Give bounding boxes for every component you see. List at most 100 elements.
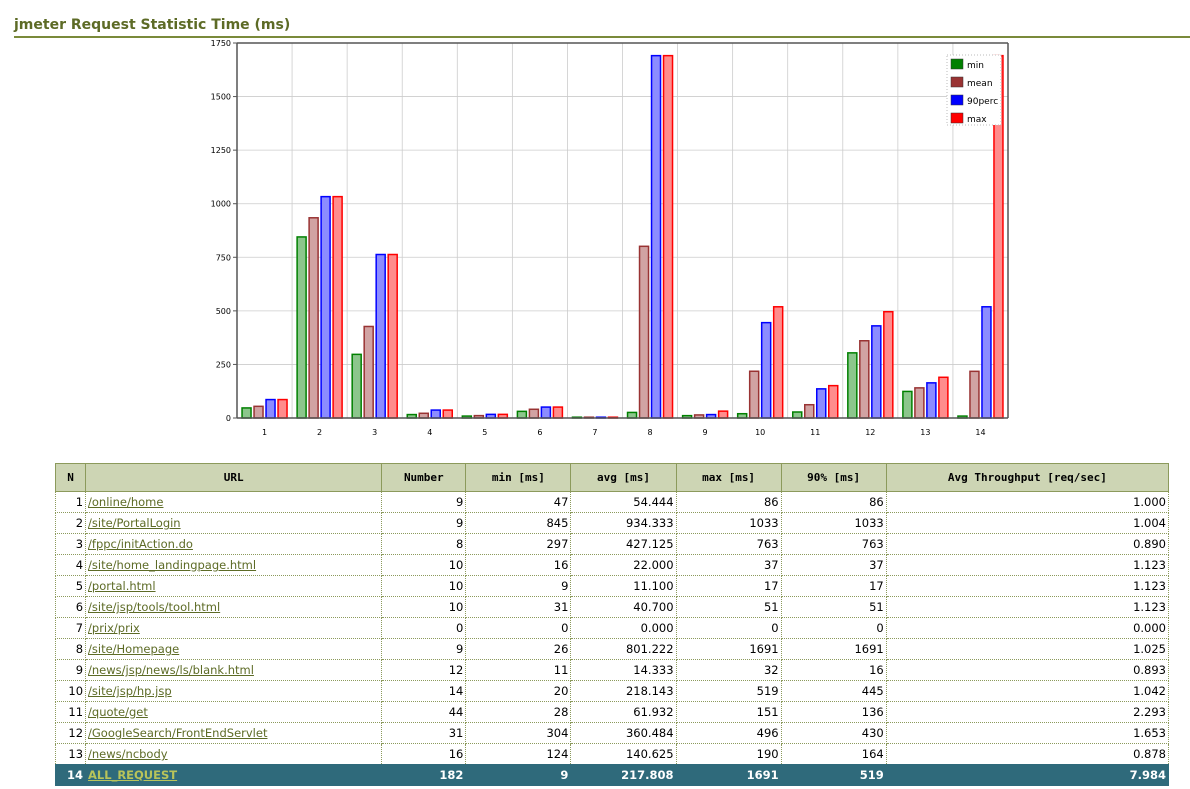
url-link[interactable]: /news/ncbody	[88, 747, 168, 761]
x-tick-label: 1	[262, 428, 267, 437]
cell-avg: 54.444	[570, 491, 677, 513]
column-header: Number	[381, 463, 467, 492]
cell-number: 31	[381, 722, 467, 744]
cell-max: 32	[675, 659, 782, 681]
url-link[interactable]: /fppc/initAction.do	[88, 537, 193, 551]
bar-90perc-2	[320, 195, 331, 419]
cell-n: 11	[54, 701, 87, 723]
y-tick-label: 1000	[211, 200, 231, 209]
cell-perc90: 17	[780, 575, 887, 597]
column-header: avg [ms]	[570, 463, 677, 492]
bar-90perc-4	[430, 409, 441, 419]
total-row: 14 ALL_REQUEST 182 9 217.808 1691 519 7.984	[54, 764, 1170, 786]
cell-min: 26	[465, 638, 572, 660]
cell-throughput: 7.984	[885, 764, 1170, 786]
bar-mean-1	[253, 405, 264, 419]
bar-min-12	[847, 352, 858, 419]
y-tick-label: 750	[216, 253, 231, 262]
x-tick-label: 12	[865, 428, 875, 437]
cell-perc90: 136	[780, 701, 887, 723]
x-tick-label: 2	[317, 428, 322, 437]
url-cell: /quote/get	[85, 701, 383, 723]
url-link[interactable]: ALL_REQUEST	[88, 768, 178, 782]
bar-min-6	[516, 410, 528, 419]
table-row: 6/site/jsp/tools/tool.html 10 31 40.700 51 51…	[54, 596, 1170, 618]
bar-max-12	[883, 310, 894, 419]
cell-throughput: 1.042	[885, 680, 1170, 702]
table-row: 5/portal.html 10 9 11.100 17 17 1.123	[54, 575, 1170, 597]
url-cell: /fppc/initAction.do	[85, 533, 383, 555]
cell-n: 2	[54, 512, 87, 534]
cell-number: 10	[381, 554, 467, 576]
cell-avg: 217.808	[570, 764, 677, 786]
cell-avg: 14.333	[570, 659, 677, 681]
cell-max: 86	[675, 491, 782, 513]
url-link[interactable]: /online/home	[88, 495, 164, 509]
url-link[interactable]: /site/PortalLogin	[88, 516, 181, 530]
cell-n: 3	[54, 533, 87, 555]
cell-number: 14	[381, 680, 467, 702]
cell-max: 1033	[675, 512, 782, 534]
url-link[interactable]: /prix/prix	[88, 621, 140, 635]
bar-mean-13	[914, 387, 925, 419]
legend-label: min	[967, 61, 984, 71]
bar-mean-3	[363, 325, 374, 419]
bar-max-10	[772, 306, 784, 419]
bar-90perc-14	[981, 306, 992, 419]
bar-min-1	[241, 407, 252, 419]
cell-throughput: 0.000	[885, 617, 1170, 639]
legend-swatch	[950, 112, 964, 124]
cell-number: 9	[381, 512, 467, 534]
cell-min: 20	[465, 680, 572, 702]
bar-mean-10	[748, 370, 760, 419]
bar-max-6	[552, 406, 564, 419]
url-link[interactable]: /site/jsp/tools/tool.html	[88, 600, 221, 614]
table-row: 8/site/Homepage 9 26 801.222 1691 1691 1.025	[54, 638, 1170, 660]
url-link[interactable]: /site/Homepage	[88, 642, 180, 656]
url-link[interactable]: /news/jsp/news/ls/blank.html	[88, 663, 254, 677]
url-link[interactable]: /site/jsp/hp.jsp	[88, 684, 172, 698]
cell-throughput: 1.000	[885, 491, 1170, 513]
cell-n: 1	[54, 491, 87, 513]
url-link[interactable]: /site/home_landingpage.html	[88, 558, 257, 572]
cell-perc90: 0	[780, 617, 887, 639]
cell-perc90: 445	[780, 680, 887, 702]
cell-number: 8	[381, 533, 467, 555]
url-cell: /site/PortalLogin	[85, 512, 383, 534]
cell-number: 16	[381, 743, 467, 765]
cell-max: 190	[675, 743, 782, 765]
cell-perc90: 16	[780, 659, 887, 681]
cell-throughput: 2.293	[885, 701, 1170, 723]
statistics-table: N URL Number min [ms] avg [ms] max [ms] 90% [m…	[54, 463, 1170, 786]
table-row: 12/GoogleSearch/FrontEndServlet 31 304 360.…	[54, 722, 1170, 744]
cell-max: 0	[675, 617, 782, 639]
legend-item-max: max	[950, 112, 987, 125]
cell-n: 10	[54, 680, 87, 702]
bar-max-2	[332, 195, 343, 419]
url-link[interactable]: /portal.html	[88, 579, 156, 593]
table-row: 11/quote/get 44 28 61.932 151 136 2.293	[54, 701, 1170, 723]
url-cell: /news/jsp/news/ls/blank.html	[85, 659, 383, 681]
url-link[interactable]: /quote/get	[88, 705, 148, 719]
bar-mean-11	[804, 403, 815, 419]
x-tick-label: 5	[482, 428, 487, 437]
bar-mean-2	[308, 217, 319, 419]
cell-avg: 934.333	[570, 512, 677, 534]
cell-perc90: 1691	[780, 638, 887, 660]
cell-avg: 61.932	[570, 701, 677, 723]
bar-90perc-6	[540, 406, 552, 419]
url-cell: /site/Homepage	[85, 638, 383, 660]
cell-n: 8	[54, 638, 87, 660]
x-tick-label: 7	[592, 428, 597, 437]
bar-max-11	[828, 384, 839, 419]
url-link[interactable]: /GoogleSearch/FrontEndServlet	[88, 726, 268, 740]
cell-min: 31	[465, 596, 572, 618]
bar-max-3	[387, 253, 398, 419]
cell-perc90: 86	[780, 491, 887, 513]
cell-number: 44	[381, 701, 467, 723]
cell-throughput: 0.878	[885, 743, 1170, 765]
bar-90perc-1	[265, 398, 276, 419]
x-tick-label: 14	[975, 428, 985, 437]
cell-n: 4	[54, 554, 87, 576]
